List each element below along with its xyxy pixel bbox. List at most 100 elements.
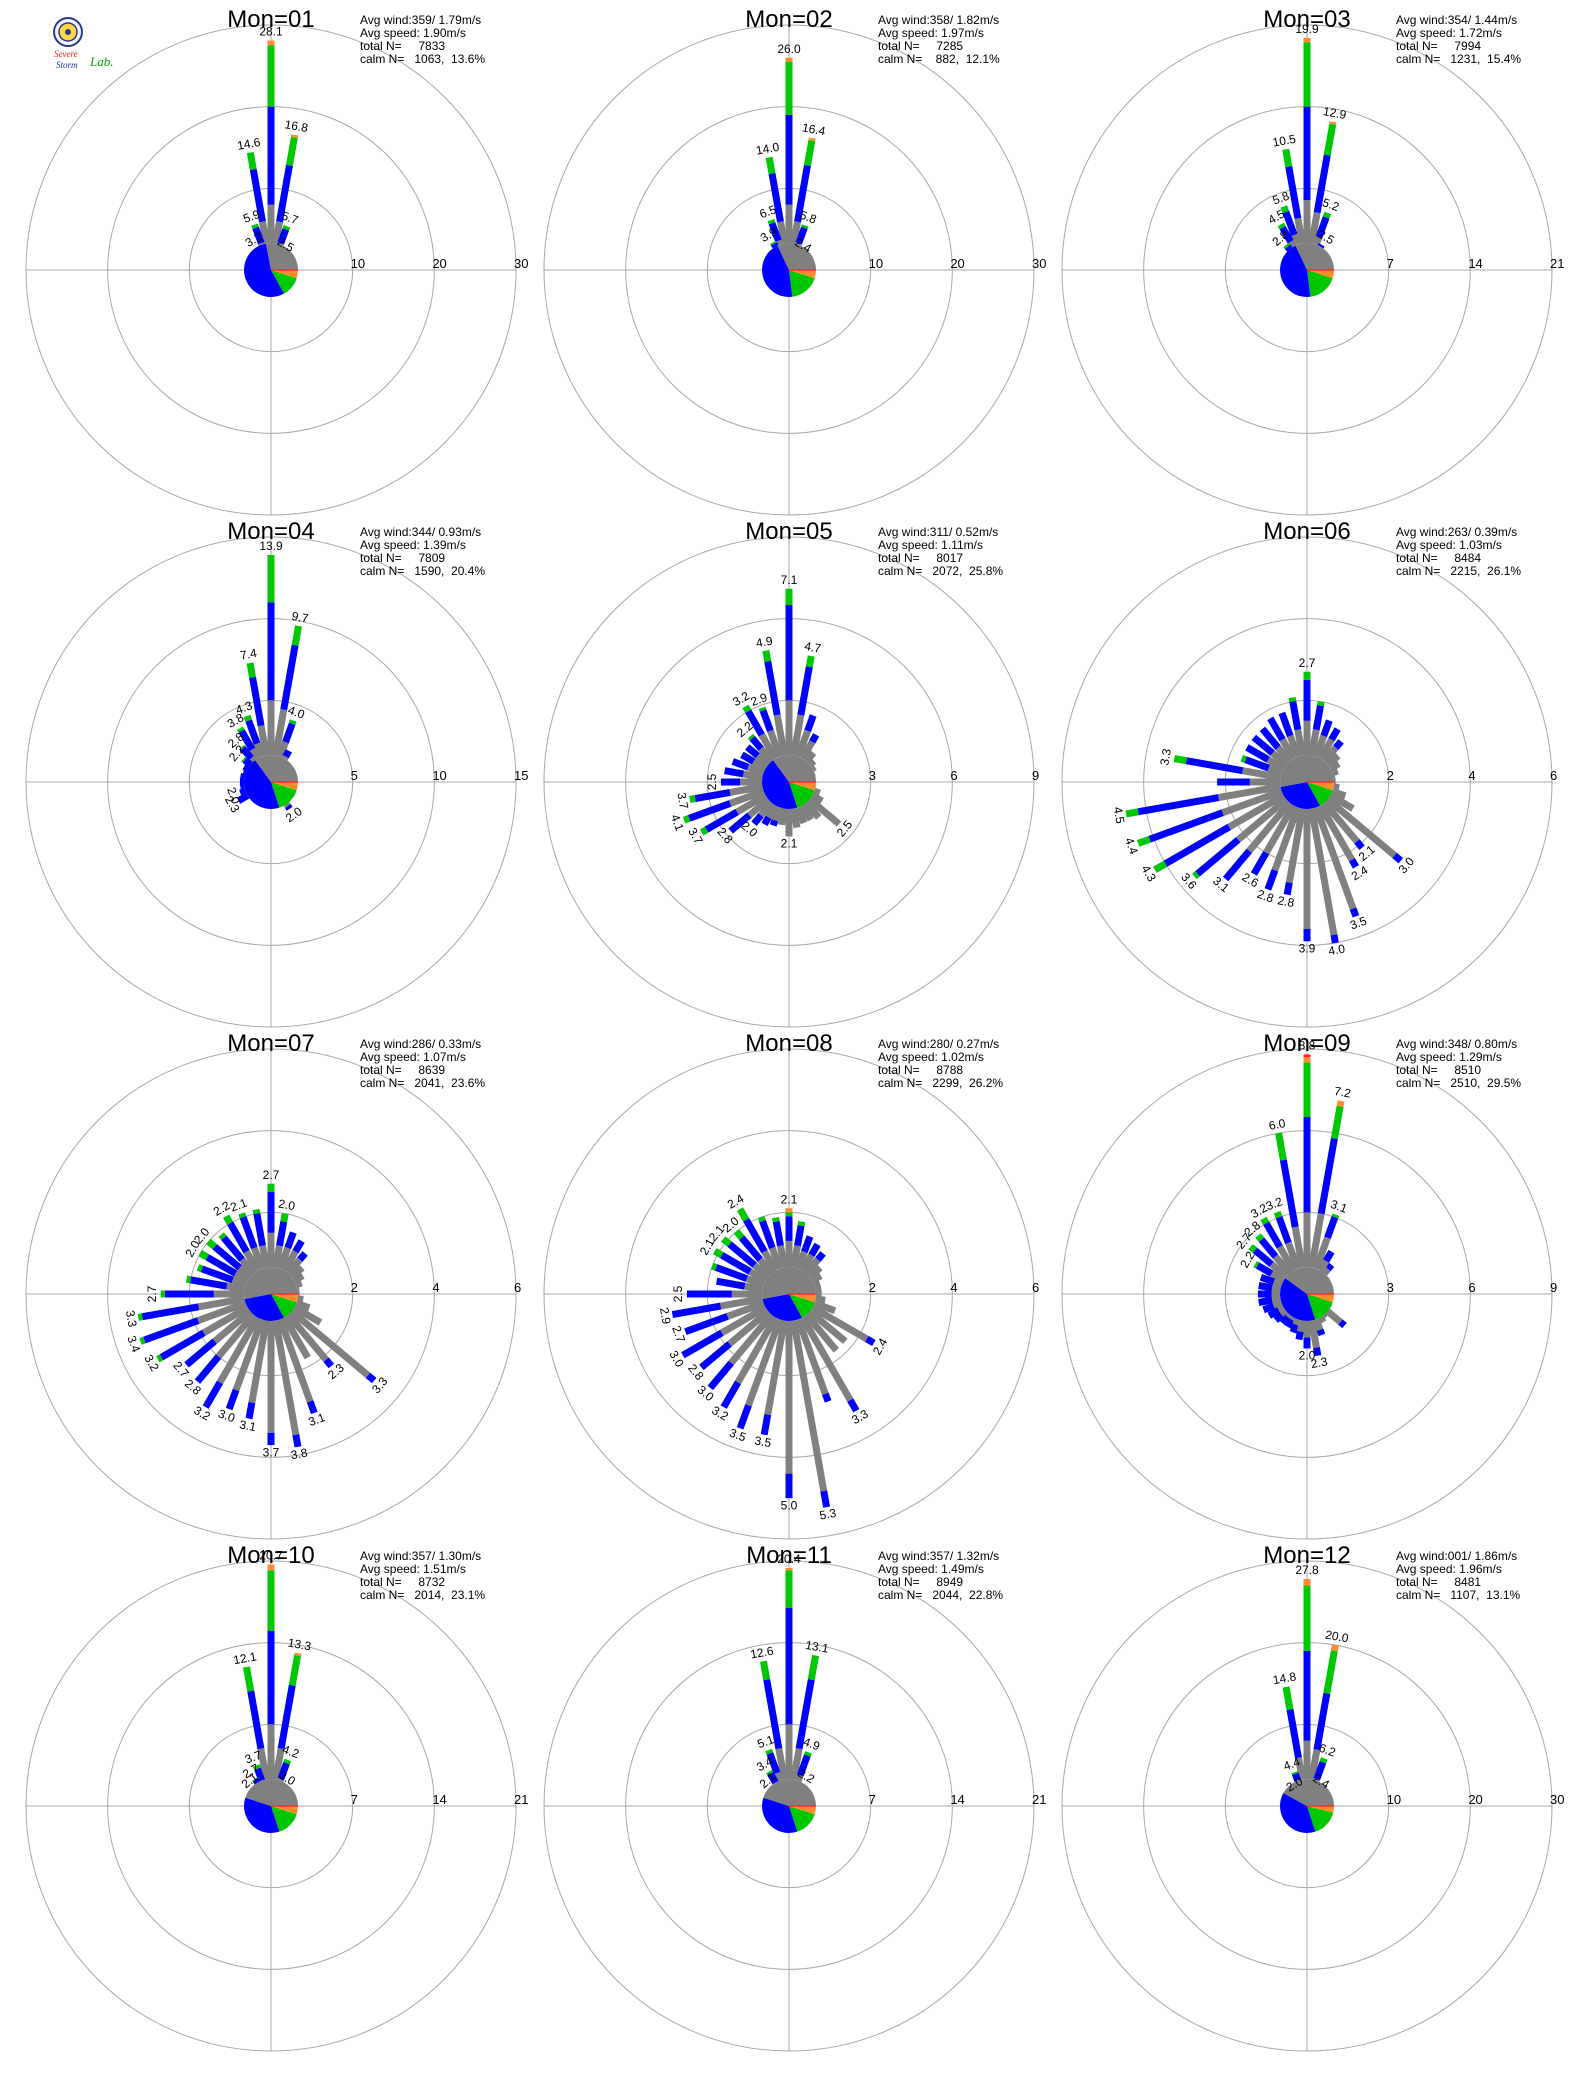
bar-segment-blue bbox=[749, 735, 764, 751]
ring-tick-label: 7 bbox=[351, 1792, 358, 1807]
bar-segment-orange bbox=[267, 1564, 275, 1571]
bar-value-label: 20.4 bbox=[777, 1552, 801, 1566]
calm-pie-slice-green bbox=[1307, 1294, 1333, 1320]
stat-total-n: total N= 8732 bbox=[360, 1575, 446, 1589]
calm-pie-slice-gray bbox=[1283, 1779, 1334, 1806]
bar-value-label: 2.0 bbox=[1299, 1349, 1316, 1363]
calm-pie-slice-orange bbox=[789, 1806, 816, 1815]
ring-tick-label: 20 bbox=[432, 256, 446, 271]
bar-value-label: 4.4 bbox=[1281, 1754, 1302, 1773]
bar-value-label: 3.8 bbox=[290, 1445, 309, 1462]
wind-rose-panel: 2 4 6 2.1 2.4 2.0 2.1 2.1 2.5 2.9 2.7 3.0 2.8 3.0 3.2 3… bbox=[526, 1030, 1052, 1554]
bar-segment-green bbox=[711, 1262, 718, 1271]
bar-value-label: 3.5 bbox=[754, 1433, 773, 1450]
bar-value-label: 2.0 bbox=[224, 785, 243, 806]
bar-value-label: 12.6 bbox=[749, 1644, 775, 1662]
bar-segment-blue bbox=[815, 1251, 826, 1262]
bar-segment-green bbox=[283, 1758, 292, 1765]
bar-segment-blue bbox=[1324, 1216, 1339, 1239]
bar-segment-blue bbox=[1259, 1273, 1275, 1286]
bar-segment-green bbox=[1303, 1585, 1311, 1651]
bar-segment-blue bbox=[1282, 210, 1298, 237]
direction-bar bbox=[1303, 781, 1339, 944]
bar-segment-green bbox=[1323, 123, 1337, 156]
direction-bar bbox=[267, 1564, 275, 1806]
ring-tick-label: 4 bbox=[1468, 768, 1475, 783]
bar-segment-blue bbox=[795, 1679, 815, 1750]
direction-bar bbox=[268, 1291, 377, 1384]
calm-pie-slice-blue bbox=[1280, 1792, 1316, 1833]
stat-avg-wind: Avg wind:357/ 1.30m/s bbox=[360, 1549, 482, 1563]
bar-segment-blue bbox=[794, 164, 811, 223]
bar-value-label: 5.7 bbox=[280, 209, 301, 228]
bar-segment-blue bbox=[716, 1277, 746, 1290]
bar-segment-blue bbox=[254, 1767, 266, 1784]
bar-value-label: 3.0 bbox=[216, 1406, 237, 1425]
bar-segment-blue bbox=[759, 709, 774, 733]
bar-segment-green bbox=[765, 156, 776, 175]
bar-segment-green bbox=[1253, 1261, 1260, 1269]
direction-bar bbox=[1303, 37, 1311, 270]
bar-segment-green bbox=[785, 588, 793, 606]
direction-bar bbox=[267, 1292, 318, 1415]
ring-tick-label: 9 bbox=[1550, 1280, 1557, 1295]
wind-rose-panel: 10 20 30 26.0 14.0 16.4 6.5 5.8 3.9 2.4 Mon=02 Avg … bbox=[526, 6, 1052, 530]
bar-segment-orange bbox=[1303, 1057, 1311, 1063]
bar-value-label: 2.9 bbox=[657, 1306, 674, 1325]
bar-segment-green bbox=[785, 61, 793, 115]
bar-segment-blue bbox=[769, 819, 779, 827]
bar-segment-blue bbox=[804, 714, 817, 733]
bar-value-label: 6.5 bbox=[758, 202, 779, 221]
calm-pie-slice-orange bbox=[789, 1294, 816, 1303]
stats-block: Avg wind:359/ 1.79m/s Avg speed: 1.90m/s t… bbox=[360, 14, 485, 66]
bar-value-label: 3.9 bbox=[1299, 941, 1316, 955]
bar-segment-blue bbox=[323, 1357, 335, 1369]
bar-segment-blue bbox=[794, 1225, 805, 1247]
bar-value-label: 8.8 bbox=[1299, 1039, 1316, 1053]
bar-segment-green bbox=[805, 655, 815, 668]
bar-segment-green bbox=[156, 1354, 164, 1363]
ring-tick-label: 15 bbox=[514, 768, 528, 783]
bar-segment-blue bbox=[221, 1235, 245, 1262]
bar-segment-blue bbox=[847, 1398, 860, 1413]
bar-segment-blue bbox=[1267, 716, 1286, 742]
direction-bar bbox=[1303, 780, 1360, 918]
bars bbox=[1282, 1578, 1339, 1810]
stat-avg-speed: Avg speed: 1.49m/s bbox=[878, 1562, 984, 1576]
bar-segment-blue bbox=[1279, 1314, 1291, 1326]
calm-pie-slice-gray bbox=[763, 1779, 816, 1806]
stat-total-n: total N= 8949 bbox=[878, 1575, 964, 1589]
bar-value-label: 27.8 bbox=[1295, 1563, 1319, 1577]
ring-tick-label: 2 bbox=[869, 1280, 876, 1295]
ring-tick-label: 20 bbox=[1468, 1792, 1482, 1807]
bar-segment-orange bbox=[785, 1208, 793, 1213]
bar-segment-blue bbox=[282, 722, 296, 744]
wind-rose-panel: 3 6 9 8.8 6.0 7.2 3.1 3.2 3.2 2.8 2.7 2.2 2.0 2.3 Mon=… bbox=[1044, 1030, 1570, 1554]
bar-segment-blue bbox=[1313, 154, 1331, 214]
bar-segment-blue bbox=[1273, 1312, 1285, 1323]
bar-value-label: 16.4 bbox=[801, 120, 827, 138]
bar-segment-blue bbox=[759, 1219, 776, 1250]
stat-avg-speed: Avg speed: 1.02m/s bbox=[878, 1050, 984, 1064]
bar-segment-blue bbox=[1303, 929, 1311, 942]
ring-tick-label: 14 bbox=[950, 1792, 964, 1807]
bar-segment-blue bbox=[276, 1221, 288, 1247]
bar-segment-green bbox=[238, 744, 246, 751]
calm-pie-slice-orange bbox=[1307, 270, 1334, 279]
bar-value-label: 13.1 bbox=[804, 1638, 830, 1656]
bar-segment-gray bbox=[764, 1293, 793, 1416]
calm-pie-slice-orange bbox=[271, 1294, 298, 1303]
bar-segment-blue bbox=[760, 1414, 772, 1436]
bar-segment-blue bbox=[740, 751, 756, 765]
bar-segment-green bbox=[1330, 1105, 1344, 1140]
calm-pie-slice-green bbox=[1307, 1806, 1334, 1832]
panel-title: Mon=06 bbox=[1263, 518, 1351, 545]
bar-segment-green bbox=[1260, 1216, 1270, 1226]
bar-segment-blue bbox=[1333, 739, 1344, 750]
bar-segment-blue bbox=[714, 1264, 748, 1282]
calm-pie-slice-blue bbox=[1280, 782, 1321, 809]
bar-segment-green bbox=[267, 554, 275, 603]
bar-segment-blue bbox=[189, 1276, 228, 1290]
calm-pie-slice-blue bbox=[1280, 245, 1311, 297]
